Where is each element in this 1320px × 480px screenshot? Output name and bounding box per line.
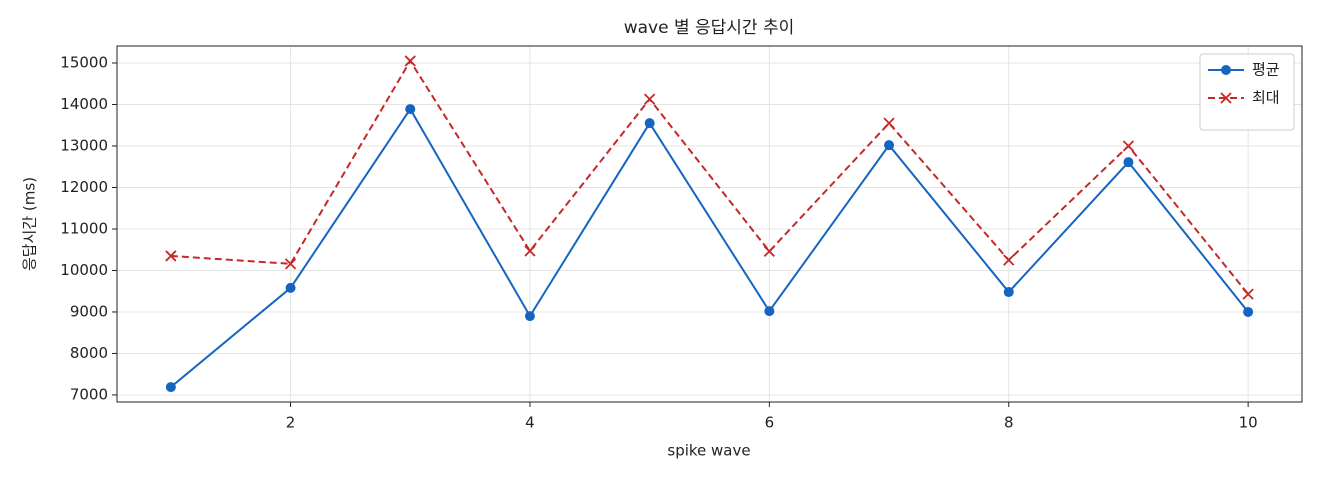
x-tick-label: 2 [286,414,296,432]
marker [644,93,656,105]
x-axis-label: spike wave [667,442,750,460]
marker [1003,287,1014,298]
y-tick-label: 10000 [60,261,108,279]
marker [165,382,176,393]
x-tick-label: 6 [765,414,775,432]
marker [1123,157,1134,168]
marker [883,117,895,129]
marker [405,104,416,115]
marker [1122,140,1135,152]
marker [165,250,177,262]
marker [404,55,416,67]
y-tick-label: 15000 [60,54,108,72]
marker [884,140,895,151]
marker [524,245,536,257]
line [170,59,1249,295]
marker [763,245,775,258]
plot-frame [116,45,1303,403]
legend-label: 최대 [1252,89,1280,107]
chart-title: wave 별 응답시간 추이 [624,18,795,38]
marker [644,118,655,129]
marker [1242,288,1254,300]
y-tick-label: 9000 [70,302,108,320]
legend-box [1199,53,1295,131]
y-tick-label: 7000 [70,385,108,403]
marker [285,282,296,293]
x-tick-label: 10 [1239,414,1258,432]
y-tick-label: 12000 [60,178,108,196]
y-tick-label: 11000 [60,219,108,237]
y-axis-label: 응답시간 (ms) [21,177,39,271]
y-tick-label: 13000 [60,136,108,154]
x-tick-label: 4 [525,414,535,432]
marker [524,311,535,322]
y-tick-label: 8000 [70,344,108,362]
marker [1003,254,1015,266]
marker [764,306,775,317]
legend-marker [1221,65,1231,75]
marker [1243,306,1254,317]
legend-marker [1220,92,1232,104]
line [170,107,1249,388]
legend-label: 평균 [1252,61,1280,79]
x-tick-label: 8 [1004,414,1014,432]
marker [284,258,297,270]
y-tick-label: 14000 [60,95,108,113]
